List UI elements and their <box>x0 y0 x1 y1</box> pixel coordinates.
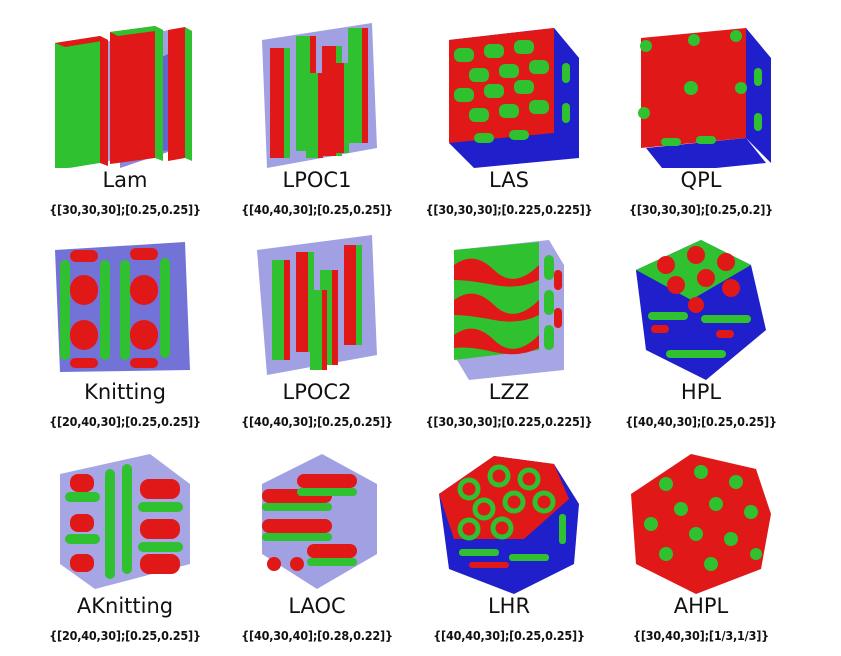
structure-name: AKnitting <box>76 594 174 618</box>
structure-lpoc1: LPOC1 {[40,40,30];[0.25,0.25]} <box>222 18 412 228</box>
structure-qpl: QPL {[30,30,30];[0.25,0.2]} <box>606 18 796 228</box>
structure-params: {[30,30,30];[0.25,0.25]} <box>49 202 201 217</box>
structure-laoc: LAOC {[40,30,40];[0.28,0.22]} <box>222 444 412 654</box>
structure-las: LAS {[30,30,30];[0.225,0.225]} <box>414 18 604 228</box>
structure-name: LPOC1 <box>282 168 352 192</box>
structure-params: {[40,40,30];[0.25,0.25]} <box>625 414 777 429</box>
structure-knitting: Knitting {[20,40,30];[0.25,0.25]} <box>30 230 220 440</box>
structure-lzz: LZZ {[30,30,30];[0.225,0.225]} <box>414 230 604 440</box>
lamellar-perforated-cylinder-icon <box>262 23 377 168</box>
lamellar-hexagonal-ring-icon <box>439 456 579 594</box>
lamellar-alternating-cylinder-icon <box>262 454 377 589</box>
structure-ahpl: AHPL {[30,40,30];[1/3,1/3]} <box>606 444 796 654</box>
structure-name: Lam <box>102 168 148 192</box>
structure-lam: Lam {[30,30,30];[0.25,0.25]} <box>30 18 220 228</box>
structure-params: {[30,30,30];[0.25,0.2]} <box>629 202 773 217</box>
structure-lhr: LHR {[40,40,30];[0.25,0.25]} <box>414 444 604 654</box>
lamellar-icon <box>55 26 192 168</box>
structure-params: {[30,30,30];[0.225,0.225]} <box>425 202 593 217</box>
structure-name: LAS <box>489 168 529 192</box>
structure-hpl: HPL {[40,40,30];[0.25,0.25]} <box>606 230 796 440</box>
structure-name: AHPL <box>673 594 729 618</box>
structure-params: {[40,40,30];[0.25,0.25]} <box>241 414 393 429</box>
structure-params: {[40,30,40];[0.28,0.22]} <box>241 628 393 643</box>
structure-name: QPL <box>680 168 722 192</box>
structure-name: LPOC2 <box>282 380 352 404</box>
structure-name: LHR <box>487 594 531 618</box>
structure-name: LAOC <box>288 594 346 618</box>
quadrangle-perforated-lamellar-icon <box>638 28 771 168</box>
alternating-hexagonal-perforated-lamellar-icon <box>631 454 771 594</box>
lamellar-perforated-cylinder-2-icon <box>257 235 377 375</box>
structure-name: Knitting <box>84 380 166 404</box>
structure-params: {[30,40,30];[1/3,1/3]} <box>633 628 769 643</box>
structure-params: {[40,40,30];[0.25,0.25]} <box>241 202 393 217</box>
structure-params: {[20,40,30];[0.25,0.25]} <box>49 414 201 429</box>
hexagonal-perforated-lamellar-icon <box>636 240 766 380</box>
structure-name: HPL <box>680 380 722 404</box>
structure-name: LZZ <box>488 380 530 404</box>
structure-params: {[30,30,30];[0.225,0.225]} <box>425 414 593 429</box>
knitting-icon <box>55 242 190 372</box>
structure-params: {[40,40,30];[0.25,0.25]} <box>433 628 585 643</box>
structure-lpoc2: LPOC2 {[40,40,30];[0.25,0.25]} <box>222 230 412 440</box>
structure-aknitting: AKnitting {[20,40,30];[0.25,0.25]} <box>30 444 220 654</box>
structure-params: {[20,40,30];[0.25,0.25]} <box>49 628 201 643</box>
lamellar-zigzag-icon <box>454 240 564 380</box>
lamellar-alternating-sphere-icon <box>449 28 579 168</box>
alternating-knitting-icon <box>60 454 190 589</box>
